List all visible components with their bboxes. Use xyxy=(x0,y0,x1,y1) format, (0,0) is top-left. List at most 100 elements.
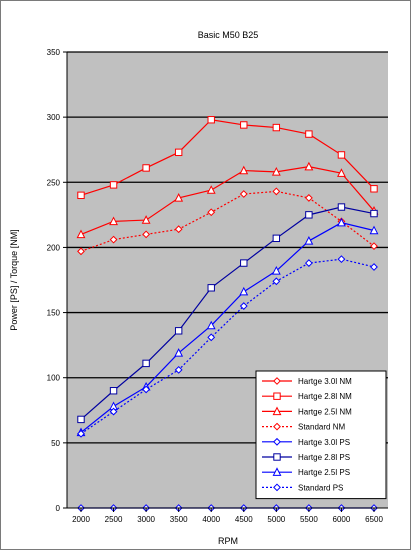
legend-label: Hartge 2.5l PS xyxy=(298,468,350,477)
data-point xyxy=(304,161,314,171)
legend-item: Hartge 2.8l NM xyxy=(262,392,352,401)
series-5 xyxy=(77,203,378,424)
x-tick-label: 6500 xyxy=(365,515,383,524)
data-point xyxy=(304,259,313,267)
data-point xyxy=(77,191,85,200)
series-1 xyxy=(77,116,378,200)
data-point xyxy=(109,235,118,244)
series-layer xyxy=(76,116,379,512)
x-tick-label: 3500 xyxy=(170,515,188,524)
legend-label: Standard NM xyxy=(298,423,345,432)
legend-label: Hartge 3.0l PS xyxy=(298,438,350,447)
data-point xyxy=(239,190,248,198)
y-tick-label: 150 xyxy=(47,309,61,318)
legend-item: Hartge 3.0l NM xyxy=(262,377,352,386)
legend-marker xyxy=(273,483,281,492)
y-tick-label: 200 xyxy=(47,243,61,252)
legend-item: Hartge 2.5l NM xyxy=(262,406,352,416)
data-point xyxy=(77,429,85,438)
x-tick-label: 4000 xyxy=(202,515,220,524)
data-point xyxy=(142,230,151,239)
legend-marker xyxy=(273,392,281,400)
data-point xyxy=(272,234,281,243)
data-point xyxy=(142,164,150,172)
chart-title: Basic M50 B25 xyxy=(198,30,259,40)
data-point xyxy=(77,247,85,256)
legend-item: Hartge 2.5l PS xyxy=(262,467,350,477)
data-point xyxy=(109,407,118,416)
data-point xyxy=(369,225,379,235)
legend-item: Hartge 2.8l PS xyxy=(262,453,350,462)
data-point xyxy=(370,263,378,271)
x-tick-label: 6000 xyxy=(333,515,351,524)
data-point xyxy=(272,277,281,286)
y-tick-label: 50 xyxy=(51,439,60,448)
y-tick-label: 350 xyxy=(47,48,61,57)
data-point xyxy=(239,302,248,310)
data-point xyxy=(207,333,216,342)
series-line xyxy=(80,222,375,433)
x-ticks: 2000 2500 3000 3500 4000 4500 5000 5500 6000 6500 xyxy=(72,515,383,524)
x-tick-label: 4500 xyxy=(235,515,253,524)
data-point xyxy=(76,229,86,239)
legend-marker xyxy=(273,437,281,446)
series-line xyxy=(80,206,375,420)
legend-label: Hartge 3.0l NM xyxy=(298,377,352,386)
x-tick-label: 5500 xyxy=(300,515,318,524)
data-point xyxy=(337,203,346,211)
series-line xyxy=(80,258,375,435)
x-tick-label: 2000 xyxy=(72,515,90,524)
series-line xyxy=(80,190,375,252)
data-point xyxy=(239,165,249,175)
x-tick-label: 5000 xyxy=(267,515,285,524)
data-point xyxy=(109,181,118,189)
data-point xyxy=(174,148,183,157)
y-ticks: 0 50 100 150 200 250 300 350 xyxy=(47,48,61,513)
data-point xyxy=(272,123,281,132)
series-line xyxy=(80,119,375,196)
gridlines xyxy=(67,51,388,444)
data-point xyxy=(142,359,150,368)
data-point xyxy=(207,116,215,124)
data-point xyxy=(141,215,151,224)
data-point xyxy=(109,216,118,226)
x-tick-label: 2500 xyxy=(105,515,123,524)
data-point xyxy=(174,225,183,234)
legend: Hartge 3.0l NM Hartge 2.8l NM Hartge 2.5l … xyxy=(255,370,387,500)
legend-item: Hartge 3.0l PS xyxy=(262,438,350,447)
legend-marker xyxy=(272,467,282,476)
data-point xyxy=(337,168,346,177)
data-point xyxy=(174,327,183,335)
data-point xyxy=(239,286,249,296)
data-point xyxy=(174,365,183,374)
data-point xyxy=(304,236,314,245)
legend-marker xyxy=(273,377,281,385)
legend-label: Hartge 2.8l NM xyxy=(298,392,352,401)
data-point xyxy=(174,348,184,357)
data-point xyxy=(370,185,378,193)
data-point xyxy=(370,242,378,251)
y-tick-label: 300 xyxy=(47,113,61,122)
data-point xyxy=(77,415,85,424)
legend-label: Standard PS xyxy=(298,483,343,492)
legend-marker xyxy=(273,453,281,461)
x-tick-label: 3000 xyxy=(137,515,155,524)
data-point xyxy=(207,284,215,292)
data-point xyxy=(206,320,216,330)
data-point xyxy=(305,130,313,138)
legend-item: Standard PS xyxy=(262,483,343,492)
series-2 xyxy=(76,161,379,239)
data-point xyxy=(174,193,184,202)
data-point xyxy=(206,185,216,194)
data-point xyxy=(271,166,281,176)
legend-box xyxy=(255,370,387,500)
data-point xyxy=(305,211,313,219)
legend-item: Standard NM xyxy=(262,423,345,432)
data-point xyxy=(271,265,281,275)
legend-marker xyxy=(273,422,281,431)
data-point xyxy=(272,187,281,196)
data-point xyxy=(109,387,118,395)
y-axis-label: Power [PS] / Torque [NM] xyxy=(9,229,19,330)
axes xyxy=(63,51,388,512)
